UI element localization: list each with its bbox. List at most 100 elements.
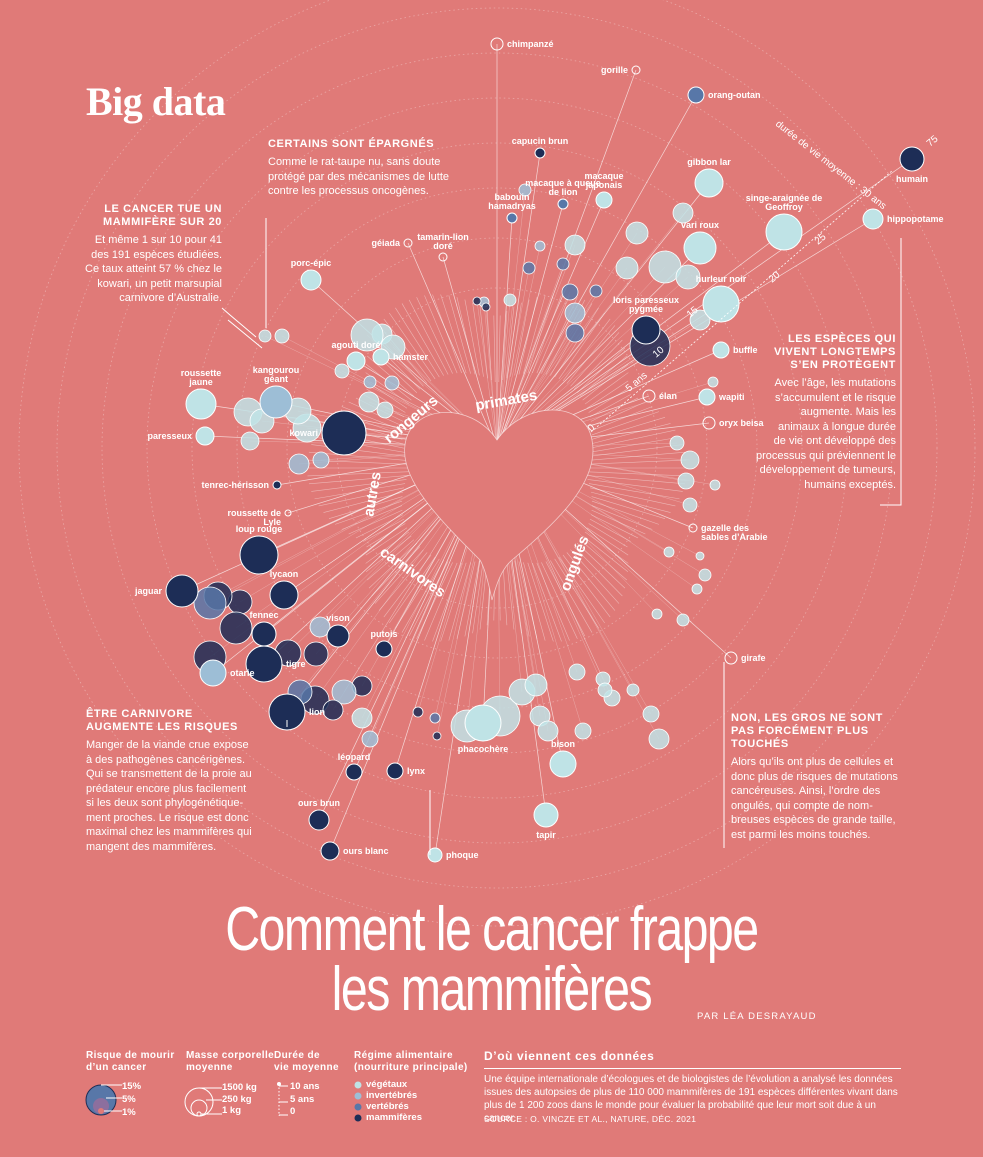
species-bubble	[320, 841, 340, 861]
species-bubble	[698, 568, 712, 582]
legend-value: 250 kg	[222, 1093, 252, 1105]
species-label-line: doré	[433, 241, 453, 251]
annotation-title: CERTAINS SONT ÉPARGNÉS	[268, 138, 435, 150]
species-bubble	[626, 683, 640, 697]
fan-line	[395, 307, 440, 378]
species-label-line: japonais	[585, 180, 623, 190]
annotation-line: kowari, un petit marsupial	[97, 277, 222, 290]
species-bubble	[350, 318, 384, 352]
species-bubble	[490, 37, 504, 51]
species-label-line: tigre	[286, 659, 306, 669]
species-line	[496, 267, 628, 449]
annotation-line: Comme le rat-taupe nu, sans doute	[268, 156, 441, 168]
fan-line	[523, 295, 546, 374]
main-title-line-2: les mammifères	[331, 955, 653, 1024]
species-bubble	[564, 234, 586, 256]
species-bubble	[691, 583, 703, 595]
species-label-line: gibbon lar	[687, 157, 731, 167]
legend-value: 1%	[122, 1107, 136, 1118]
annotation-line: processus qui préviennent le	[755, 449, 896, 462]
fan-line	[585, 475, 686, 485]
annotation-line: s’accumulent et le risque	[774, 391, 896, 404]
species-bubble	[712, 341, 730, 359]
species-label-line: vison	[326, 613, 350, 623]
species-bubble	[524, 673, 548, 697]
fan-line	[367, 539, 415, 581]
lifespan-ring-0	[336, 287, 658, 609]
fan-line	[374, 549, 424, 604]
annotation-line: prédateur encore plus facilement	[86, 782, 247, 795]
fan-line	[510, 559, 522, 634]
source-line: Une équipe internationale d’écologues et…	[484, 1074, 893, 1085]
species-label-line: élan	[659, 391, 677, 401]
annotation-leader	[227, 319, 263, 349]
annotation-carnivore: ÊTRE CARNIVORE AUGMENTE LES RISQUES Mang…	[86, 708, 286, 854]
annotation-title: NON, LES GROS NE SONT	[731, 712, 883, 724]
species-label: macaque à queue de lion	[525, 178, 601, 197]
species-label-line: buffle	[733, 345, 758, 355]
fan-line	[314, 483, 406, 500]
source-rule	[484, 1068, 901, 1069]
annotation-line: humains exceptés.	[804, 478, 896, 491]
species-label: chimpanzé	[507, 39, 554, 49]
species-bubble	[239, 535, 279, 575]
species-label: lycaon	[270, 569, 299, 579]
fan-line	[341, 505, 403, 530]
species-bubble	[682, 497, 698, 513]
species-bubble	[259, 385, 293, 419]
annotation-epargnes: CERTAINS SONT ÉPARGNÉS Comme le rat-taup…	[268, 138, 498, 199]
species-bubble	[669, 435, 685, 451]
legend-mass-circle-1	[196, 1111, 202, 1117]
species-label: oryx beisa	[719, 418, 765, 428]
fan-line	[587, 479, 683, 492]
fan-line	[591, 411, 659, 436]
fan-line	[448, 295, 471, 374]
species-bubble	[574, 722, 592, 740]
legend-title: Régime alimentaire	[354, 1050, 453, 1061]
species-bubble	[549, 750, 577, 778]
fan-line	[440, 294, 467, 374]
species-label-line: ours brun	[298, 798, 340, 808]
legend-diet-values: végétaux invertébrés vertébrés mammifère…	[366, 1079, 422, 1123]
species-label: girafe	[741, 653, 766, 663]
species-label: babouin hamadryas	[488, 192, 536, 211]
species-bubble	[331, 679, 357, 705]
fan-line	[588, 388, 628, 413]
species-bubble	[312, 451, 330, 469]
species-bubble	[899, 146, 925, 172]
fan-line	[335, 500, 403, 525]
annotation-line: mangent des mammifères.	[86, 840, 217, 853]
species-label: buffle	[733, 345, 758, 355]
fan-line	[502, 310, 508, 381]
species-bubble	[683, 231, 717, 265]
fan-line	[318, 487, 404, 507]
legend-value: 1 kg	[222, 1105, 242, 1116]
species-bubble	[361, 730, 379, 748]
annotation-title: TOUCHÉS	[731, 738, 789, 750]
fan-line	[383, 554, 432, 618]
species-line	[496, 299, 511, 449]
species-label: singe-araignée de Geoffroy	[746, 193, 823, 212]
species-bubble	[689, 309, 711, 331]
species-bubble	[345, 763, 363, 781]
annotation-line: Alors qu’ils ont plus de cellules et	[731, 756, 894, 768]
fan-line	[576, 347, 626, 393]
species-label-line: oryx beisa	[719, 418, 765, 428]
legend-diet-swatch-vertebres	[354, 1103, 362, 1111]
fan-line	[456, 561, 476, 639]
fan-line	[440, 562, 467, 642]
species-bubble	[403, 238, 413, 248]
species-bubble	[288, 453, 310, 475]
species-label: porc-épic	[291, 258, 332, 268]
legend-title: Masse corporelle	[186, 1050, 275, 1061]
fan-line	[514, 299, 530, 376]
fan-line	[584, 471, 687, 477]
species-label-line: agouti doré	[332, 340, 381, 350]
species-label: vari roux	[681, 220, 719, 230]
species-label: loup rouge	[236, 524, 283, 534]
fan-line	[527, 562, 554, 642]
radial-tick-label: 20	[767, 269, 783, 285]
species-bubble	[642, 705, 660, 723]
species-bubble	[534, 240, 546, 252]
